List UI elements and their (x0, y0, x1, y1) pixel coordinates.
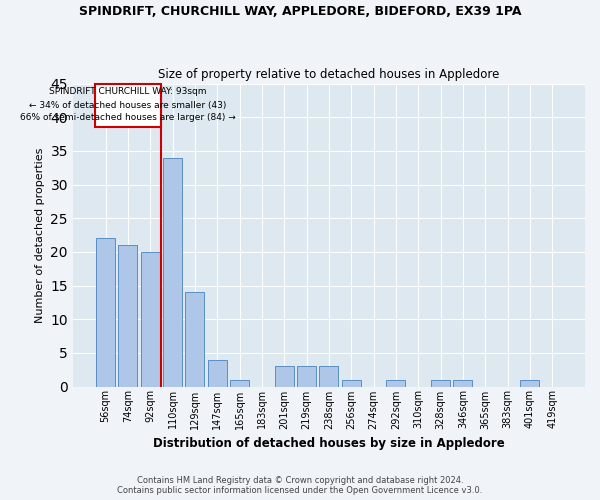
Bar (230, 380, 249, 386)
Bar (386, 380, 406, 386)
Bar (319, 366, 338, 386)
Y-axis label: Number of detached properties: Number of detached properties (35, 148, 45, 322)
Bar (163, 158, 182, 386)
Bar (275, 366, 294, 386)
Text: SPINDRIFT, CHURCHILL WAY, APPLEDORE, BIDEFORD, EX39 1PA: SPINDRIFT, CHURCHILL WAY, APPLEDORE, BID… (79, 5, 521, 18)
Bar (96, 238, 115, 386)
Bar (342, 380, 361, 386)
Bar (454, 380, 472, 386)
Bar (118, 245, 137, 386)
Bar (520, 380, 539, 386)
Bar (431, 380, 450, 386)
Text: ← 34% of detached houses are smaller (43): ← 34% of detached houses are smaller (43… (29, 100, 227, 110)
Bar (297, 366, 316, 386)
Title: Size of property relative to detached houses in Appledore: Size of property relative to detached ho… (158, 68, 500, 81)
Text: 66% of semi-detached houses are larger (84) →: 66% of semi-detached houses are larger (… (20, 112, 236, 122)
Bar (141, 252, 160, 386)
Bar (95, 84, 161, 128)
Text: SPINDRIFT CHURCHILL WAY: 93sqm: SPINDRIFT CHURCHILL WAY: 93sqm (49, 87, 206, 96)
Text: Contains HM Land Registry data © Crown copyright and database right 2024.
Contai: Contains HM Land Registry data © Crown c… (118, 476, 482, 495)
Bar (185, 292, 205, 386)
X-axis label: Distribution of detached houses by size in Appledore: Distribution of detached houses by size … (153, 437, 505, 450)
Bar (208, 360, 227, 386)
